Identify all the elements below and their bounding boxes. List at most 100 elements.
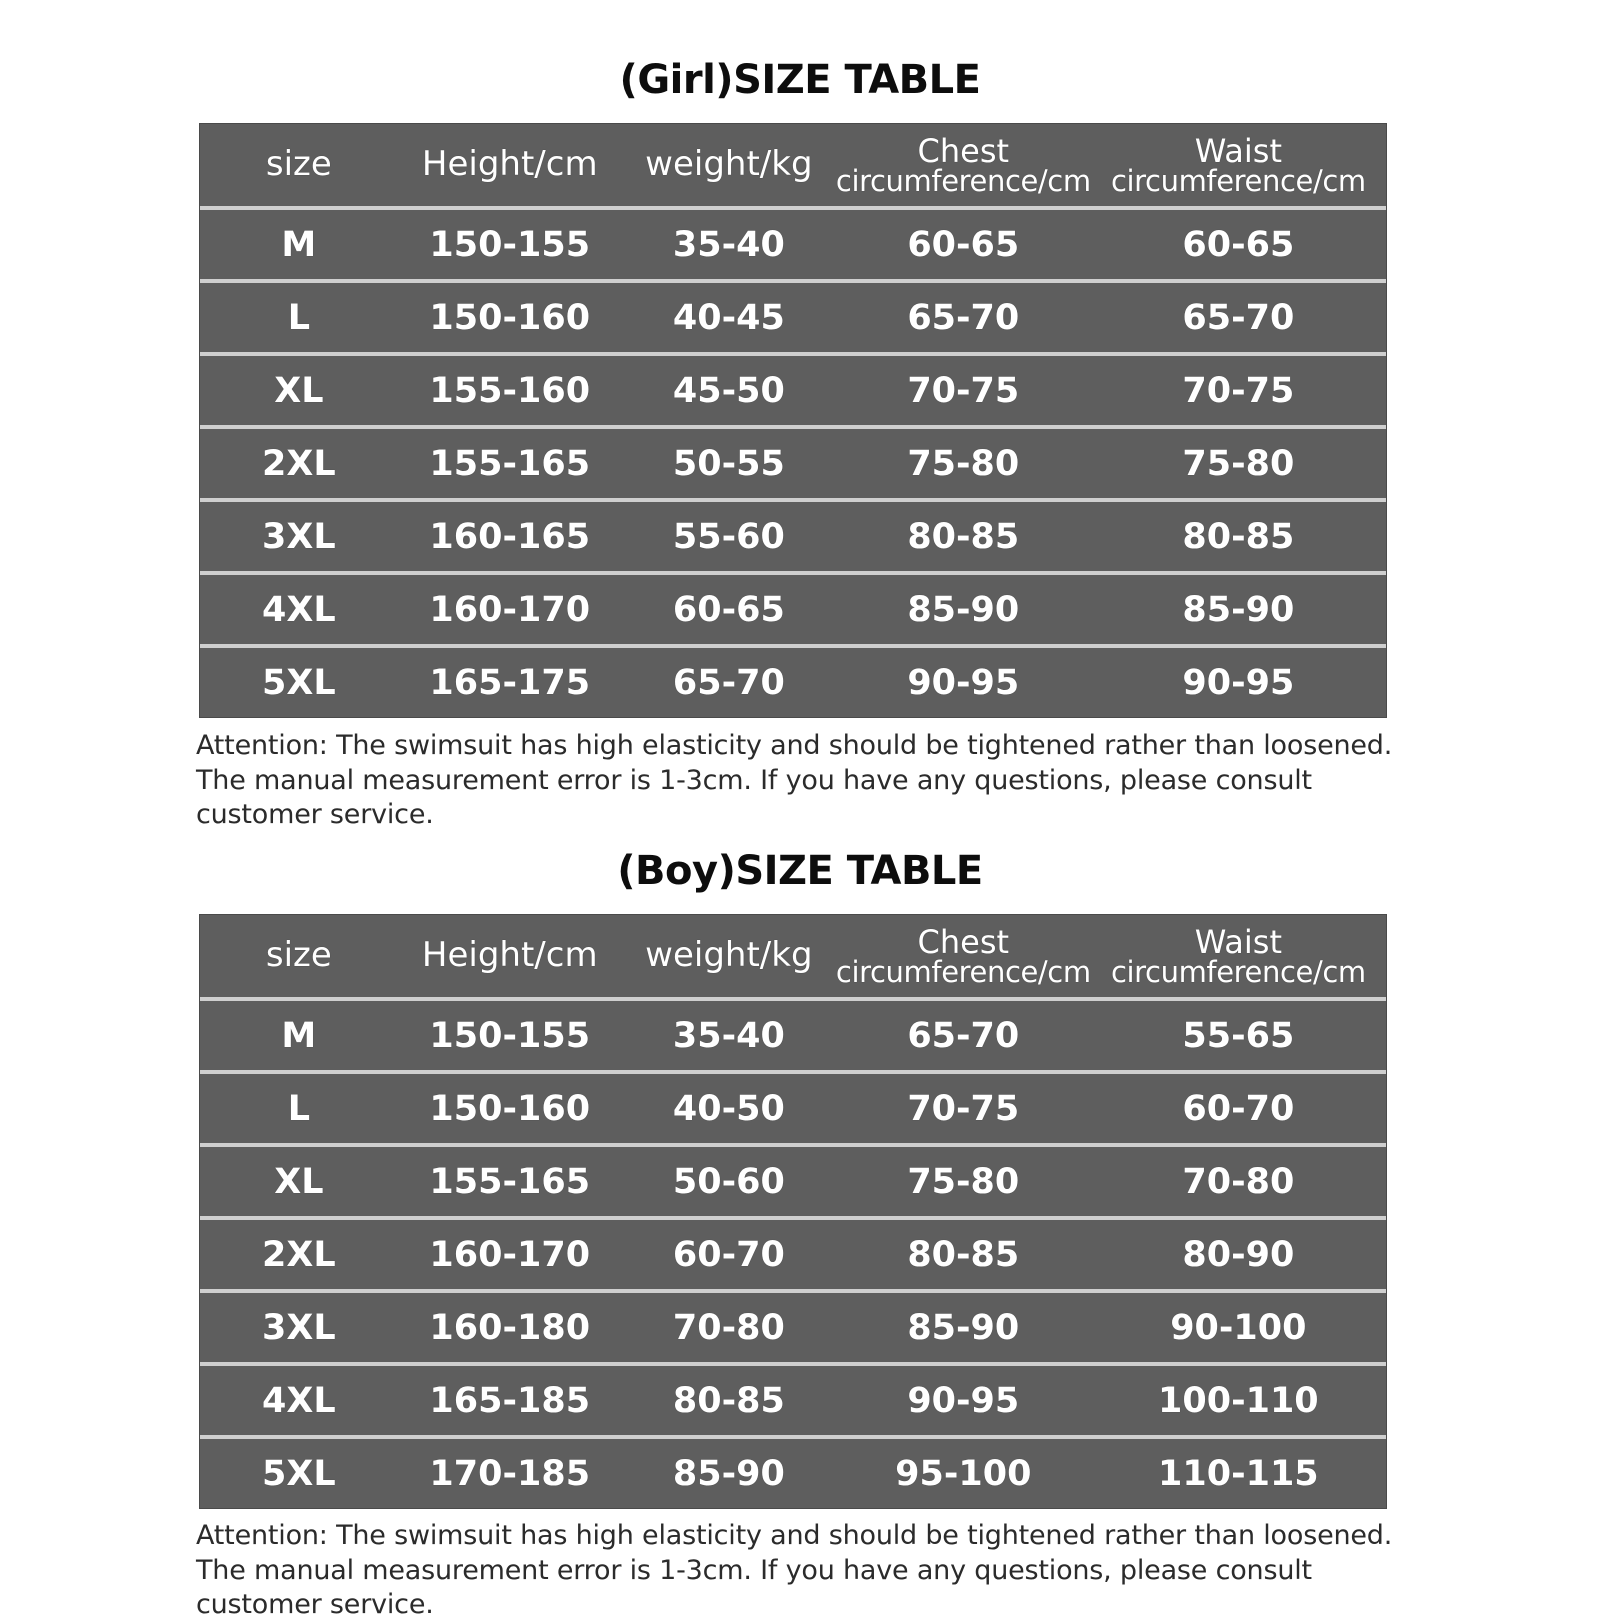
cell-size: 3XL: [200, 1289, 398, 1364]
cell-waist: 90-95: [1090, 644, 1386, 717]
cell-height: 155-165: [397, 425, 622, 500]
cell-height: 150-155: [397, 208, 622, 281]
cell-waist: 100-110: [1090, 1362, 1386, 1437]
header-label-chest: Chest circumference/cm: [836, 135, 1091, 196]
cell-waist: 85-90: [1090, 571, 1386, 646]
header-row: size Height/cm weight/kg Chest circumfer…: [200, 915, 1386, 1001]
header-label-weight: weight/kg: [645, 935, 813, 976]
girl-table-title: (Girl)SIZE TABLE: [619, 57, 981, 103]
cell-chest: 90-95: [835, 644, 1091, 717]
cell-weight: 40-45: [621, 279, 836, 354]
cell-size: M: [200, 208, 398, 281]
header-label-chest-line1: Chest: [917, 131, 1010, 170]
cell-size: XL: [200, 352, 398, 427]
boy-table-title: (Boy)SIZE TABLE: [617, 848, 983, 894]
table-row: M 150-155 35-40 60-65 60-65: [200, 208, 1386, 281]
table-row: XL 155-160 45-50 70-75 70-75: [200, 352, 1386, 427]
table-row: 5XL 165-175 65-70 90-95 90-95: [200, 644, 1386, 717]
cell-weight: 80-85: [621, 1362, 836, 1437]
header-label-size: size: [265, 935, 332, 976]
cell-weight: 65-70: [621, 644, 836, 717]
girl-attention-note: Attention: The swimsuit has high elastic…: [196, 730, 1393, 831]
cell-size: 5XL: [200, 1435, 398, 1508]
cell-height: 160-170: [397, 571, 622, 646]
cell-waist: 90-100: [1090, 1289, 1386, 1364]
cell-chest: 90-95: [835, 1362, 1091, 1437]
cell-chest: 80-85: [835, 1216, 1091, 1291]
table-row: XL 155-165 50-60 75-80 70-80: [200, 1143, 1386, 1218]
cell-weight: 40-50: [621, 1070, 836, 1145]
header-label-height: Height/cm: [421, 935, 598, 976]
cell-weight: 45-50: [621, 352, 836, 427]
cell-chest: 70-75: [835, 352, 1091, 427]
cell-chest: 80-85: [835, 498, 1091, 573]
header-cell-weight: weight/kg: [621, 915, 836, 1001]
table-row: L 150-160 40-45 65-70 65-70: [200, 279, 1386, 354]
header-label-waist: Waist circumference/cm: [1091, 135, 1386, 196]
cell-chest: 65-70: [835, 279, 1091, 354]
table-row: 3XL 160-165 55-60 80-85 80-85: [200, 498, 1386, 573]
header-cell-height: Height/cm: [397, 124, 622, 210]
girl-size-table: size Height/cm weight/kg Chest circumfer…: [200, 124, 1386, 717]
cell-weight: 50-60: [621, 1143, 836, 1218]
cell-size: 2XL: [200, 425, 398, 500]
cell-waist: 80-90: [1090, 1216, 1386, 1291]
table-row: M 150-155 35-40 65-70 55-65: [200, 999, 1386, 1072]
cell-size: XL: [200, 1143, 398, 1218]
cell-waist: 65-70: [1090, 279, 1386, 354]
header-label-chest-line2: circumference/cm: [835, 163, 1091, 198]
header-cell-chest: Chest circumference/cm: [835, 915, 1091, 1001]
cell-weight: 50-55: [621, 425, 836, 500]
header-cell-waist: Waist circumference/cm: [1090, 915, 1386, 1001]
table-row: 3XL 160-180 70-80 85-90 90-100: [200, 1289, 1386, 1364]
cell-chest: 85-90: [835, 1289, 1091, 1364]
header-label-waist-line1: Waist: [1194, 922, 1282, 961]
table-row: L 150-160 40-50 70-75 60-70: [200, 1070, 1386, 1145]
cell-waist: 70-75: [1090, 352, 1386, 427]
header-label-weight: weight/kg: [645, 144, 813, 185]
cell-height: 150-160: [397, 279, 622, 354]
table-row: 4XL 160-170 60-65 85-90 85-90: [200, 571, 1386, 646]
cell-waist: 60-65: [1090, 208, 1386, 281]
cell-chest: 75-80: [835, 425, 1091, 500]
cell-size: 3XL: [200, 498, 398, 573]
header-cell-size: size: [200, 124, 398, 210]
cell-size: L: [200, 1070, 398, 1145]
cell-size: 4XL: [200, 571, 398, 646]
cell-size: L: [200, 279, 398, 354]
table-row: 5XL 170-185 85-90 95-100 110-115: [200, 1435, 1386, 1508]
cell-height: 165-175: [397, 644, 622, 717]
cell-chest: 75-80: [835, 1143, 1091, 1218]
header-label-chest-line1: Chest: [917, 922, 1010, 961]
cell-height: 160-170: [397, 1216, 622, 1291]
cell-weight: 70-80: [621, 1289, 836, 1364]
header-cell-size: size: [200, 915, 398, 1001]
cell-height: 155-165: [397, 1143, 622, 1218]
cell-chest: 60-65: [835, 208, 1091, 281]
cell-weight: 60-70: [621, 1216, 836, 1291]
header-cell-height: Height/cm: [397, 915, 622, 1001]
header-cell-waist: Waist circumference/cm: [1090, 124, 1386, 210]
header-cell-weight: weight/kg: [621, 124, 836, 210]
cell-height: 150-160: [397, 1070, 622, 1145]
cell-height: 165-185: [397, 1362, 622, 1437]
cell-chest: 65-70: [835, 999, 1091, 1072]
cell-height: 160-165: [397, 498, 622, 573]
cell-weight: 60-65: [621, 571, 836, 646]
cell-weight: 35-40: [621, 999, 836, 1072]
header-label-chest: Chest circumference/cm: [836, 926, 1091, 987]
header-row: size Height/cm weight/kg Chest circumfer…: [200, 124, 1386, 210]
boy-size-table: size Height/cm weight/kg Chest circumfer…: [200, 915, 1386, 1508]
cell-weight: 55-60: [621, 498, 836, 573]
cell-size: 5XL: [200, 644, 398, 717]
cell-height: 155-160: [397, 352, 622, 427]
cell-size: 4XL: [200, 1362, 398, 1437]
cell-chest: 95-100: [835, 1435, 1091, 1508]
boy-table-body: M 150-155 35-40 65-70 55-65 L 150-160 40…: [200, 999, 1386, 1508]
cell-chest: 85-90: [835, 571, 1091, 646]
table-row: 4XL 165-185 80-85 90-95 100-110: [200, 1362, 1386, 1437]
table-row: 2XL 160-170 60-70 80-85 80-90: [200, 1216, 1386, 1291]
boy-table-header: size Height/cm weight/kg Chest circumfer…: [200, 915, 1386, 1001]
cell-waist: 60-70: [1090, 1070, 1386, 1145]
